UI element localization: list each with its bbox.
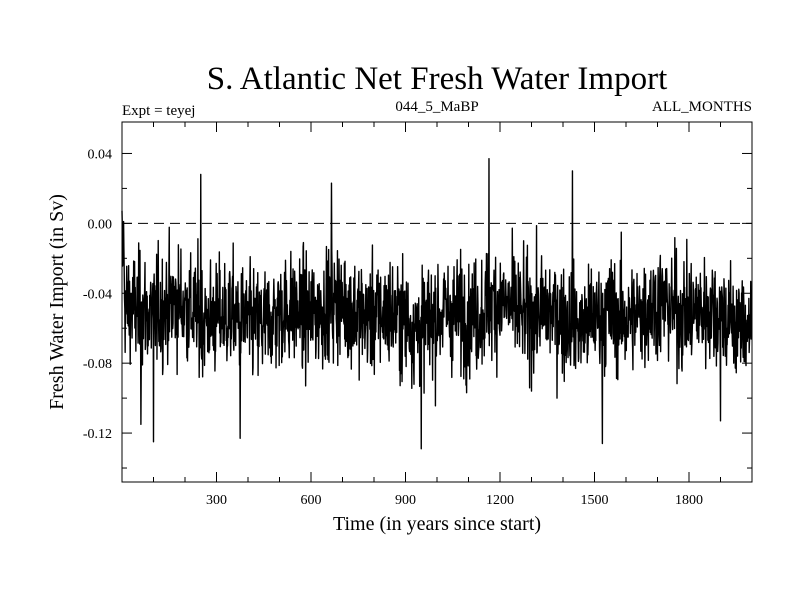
y-axis-label: Fresh Water Import (in Sv) [46, 194, 68, 410]
experiment-label: Expt = teyej [122, 103, 195, 119]
x-axis-label: Time (in years since start) [333, 513, 541, 535]
chart-title: S. Atlantic Net Fresh Water Import [207, 61, 668, 97]
data-series-line [121, 157, 753, 450]
x-tick-label: 1500 [581, 493, 609, 508]
plot-frame [121, 121, 753, 483]
y-tick-label: 0.00 [88, 217, 113, 232]
y-tick-label: 0.04 [88, 147, 113, 162]
run-label: 044_5_MaBP [395, 99, 478, 115]
y-tick-label: -0.12 [83, 427, 112, 442]
x-tick-label: 900 [395, 493, 416, 508]
x-tick-label: 1200 [486, 493, 514, 508]
months-label: ALL_MONTHS [652, 99, 752, 115]
y-tick-label: -0.04 [83, 287, 112, 302]
x-tick-label: 300 [206, 493, 227, 508]
minor-ticks [122, 122, 752, 482]
x-tick-label: 600 [301, 493, 322, 508]
y-tick-label: -0.08 [83, 357, 112, 372]
y-axis-ticks: -0.12 -0.08 -0.04 0.00 0.04 [83, 147, 752, 442]
x-axis-ticks: 300 600 900 1200 1500 1800 [206, 122, 703, 508]
x-tick-label: 1800 [675, 493, 703, 508]
